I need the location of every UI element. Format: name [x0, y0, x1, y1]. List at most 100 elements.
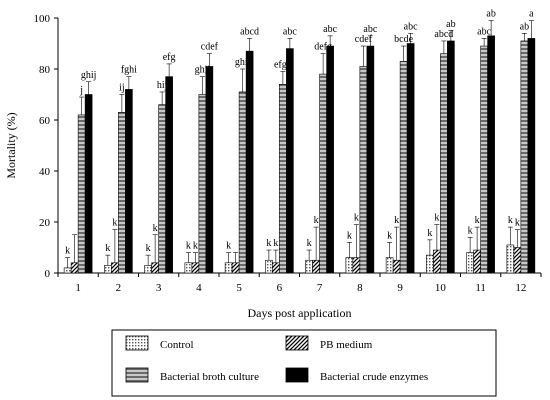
- bar: [279, 84, 287, 274]
- bar: [272, 262, 280, 274]
- significance-label: k: [475, 215, 480, 226]
- significance-label: abc: [404, 21, 418, 32]
- bar: [520, 40, 529, 274]
- significance-label: k: [468, 225, 473, 236]
- bar: [77, 114, 86, 274]
- legend: Control PB medium Bacterial broth culture B…: [111, 329, 497, 397]
- significance-label: k: [186, 241, 191, 252]
- legend-label: PB medium: [320, 339, 373, 351]
- bar: [265, 259, 273, 274]
- x-tick-label: 11: [475, 282, 486, 294]
- bar: [506, 244, 515, 274]
- significance-label: j: [79, 85, 83, 96]
- bar: [104, 265, 112, 274]
- significance-label: k: [515, 218, 520, 229]
- significance-label: efg: [163, 52, 176, 63]
- significance-label: k: [427, 228, 432, 239]
- bar: [224, 262, 233, 274]
- bar: [286, 48, 294, 274]
- significance-label: abcd: [240, 26, 259, 37]
- significance-label: k: [347, 230, 352, 241]
- y-tick-label: 60: [39, 115, 51, 127]
- significance-label: ab: [486, 9, 495, 20]
- y-axis-title: Mortality (%): [4, 112, 18, 178]
- x-tick-label: 12: [515, 282, 526, 294]
- bar: [312, 259, 320, 274]
- x-tick-label: 9: [397, 282, 403, 294]
- significance-label: k: [508, 215, 513, 226]
- significance-label: k: [193, 241, 198, 252]
- significance-label: k: [146, 243, 151, 254]
- x-tick-label: 6: [277, 282, 283, 294]
- bar: [205, 66, 214, 274]
- bar: [165, 76, 173, 274]
- significance-label: defg: [314, 42, 332, 53]
- significance-label: abc: [323, 24, 337, 35]
- x-tick-label: 5: [236, 282, 242, 294]
- significance-label: ghij: [81, 70, 97, 81]
- x-tick-label: 8: [357, 282, 363, 294]
- significance-label: a: [529, 9, 534, 20]
- significance-label: cdef: [355, 34, 373, 45]
- bar: [527, 38, 536, 274]
- x-tick-label: 4: [196, 282, 202, 294]
- bar: [63, 267, 72, 274]
- significance-label: k: [226, 241, 231, 252]
- significance-label: k: [273, 238, 278, 249]
- significance-label: k: [394, 215, 399, 226]
- significance-label: k: [307, 238, 312, 249]
- bar: [473, 249, 481, 274]
- bar: [447, 40, 455, 274]
- bar: [480, 45, 488, 274]
- y-tick-label: 40: [39, 166, 51, 178]
- significance-label: k: [153, 223, 158, 234]
- significance-label: k: [434, 213, 439, 224]
- legend-swatch: [285, 335, 309, 351]
- bar: [158, 104, 166, 274]
- significance-label: k: [112, 218, 117, 229]
- bar: [406, 43, 415, 274]
- significance-label: cdef: [201, 42, 219, 53]
- significance-label: ij: [119, 83, 125, 94]
- bar: [245, 50, 254, 274]
- legend-swatch: [125, 335, 149, 351]
- x-tick-label: 7: [317, 282, 323, 294]
- bar: [111, 262, 119, 274]
- y-tick-label: 20: [39, 217, 51, 229]
- legend-label: Bacterial crude enzymes: [320, 371, 428, 383]
- bar: [191, 262, 200, 274]
- legend-swatch: [285, 367, 309, 383]
- bar: [125, 89, 133, 274]
- bar: [433, 249, 441, 274]
- bar: [440, 53, 448, 274]
- significance-label: ab: [520, 21, 529, 32]
- bar: [84, 94, 93, 274]
- bar: [151, 262, 159, 274]
- x-tick-label: 10: [435, 282, 447, 294]
- legend-label: Control: [160, 339, 194, 351]
- significance-label: abcd: [434, 29, 453, 40]
- legend-label: Bacterial broth culture: [160, 371, 259, 383]
- legend-box: [111, 329, 497, 397]
- significance-label: k: [266, 238, 271, 249]
- significance-label: hij: [157, 80, 168, 91]
- significance-label: k: [65, 246, 70, 257]
- bar: [238, 91, 247, 274]
- bar: [399, 61, 408, 274]
- x-tick-label: 1: [75, 282, 81, 294]
- significance-label: k: [387, 230, 392, 241]
- significance-label: abc: [363, 24, 377, 35]
- bar: [426, 254, 434, 274]
- bar: [352, 257, 361, 274]
- bar: [144, 265, 152, 274]
- y-tick-label: 80: [39, 64, 51, 76]
- y-tick-label: 100: [34, 13, 51, 25]
- bar: [305, 259, 313, 274]
- bar: [513, 247, 522, 274]
- significance-label: k: [354, 213, 359, 224]
- bar: [487, 35, 495, 274]
- significance-label: k: [314, 215, 319, 226]
